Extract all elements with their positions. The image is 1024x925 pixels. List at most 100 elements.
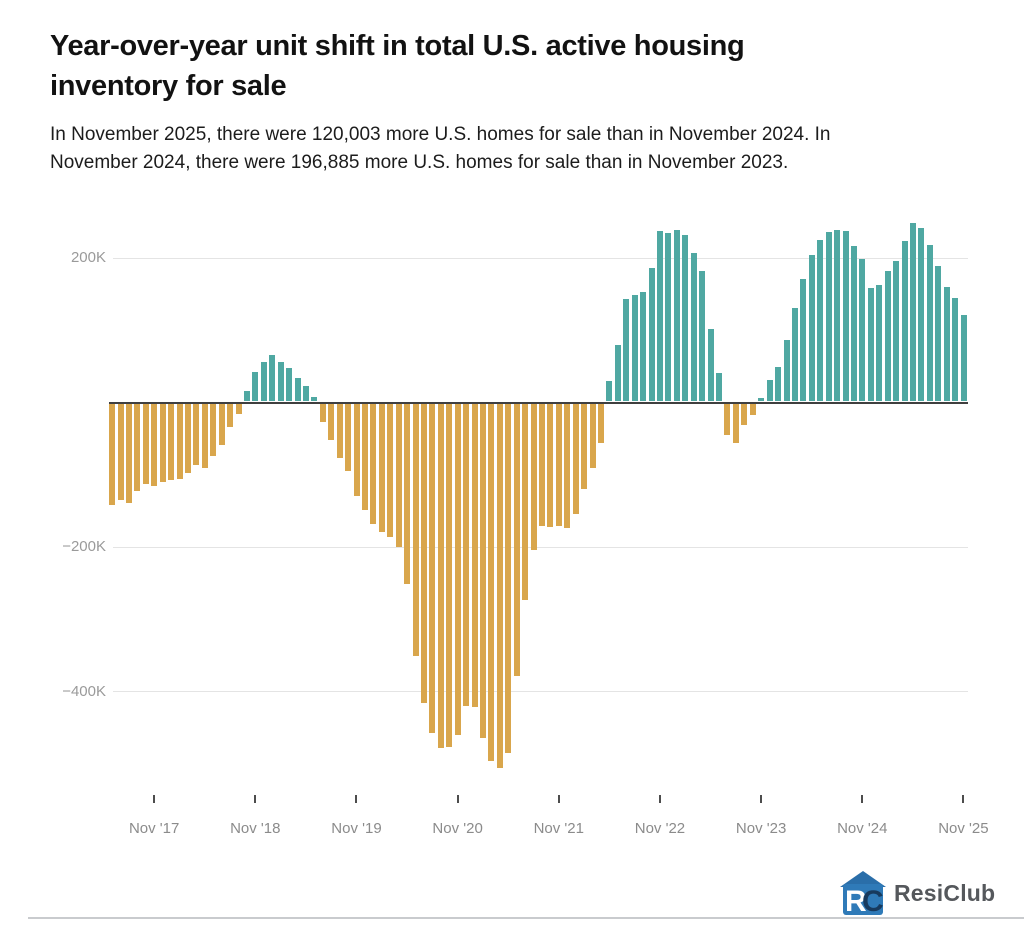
bar — [598, 403, 605, 444]
x-axis-tick — [557, 795, 560, 803]
x-axis-label: Nov '20 — [432, 820, 483, 837]
x-axis-label: Nov '18 — [230, 820, 281, 837]
resiclub-logo-icon: R C — [840, 870, 886, 918]
bar — [935, 266, 942, 402]
chart-subtitle: In November 2025, there were 120,003 mor… — [50, 121, 980, 177]
bar — [589, 403, 596, 468]
bar — [328, 403, 335, 440]
bar — [488, 403, 495, 762]
bar — [581, 403, 588, 490]
bar — [252, 371, 259, 402]
bar — [842, 230, 849, 402]
title-line-2: inventory for sale — [50, 70, 287, 102]
bar — [117, 403, 124, 500]
bar — [766, 379, 773, 402]
bar — [783, 340, 790, 402]
bar — [657, 230, 664, 402]
x-axis-label: Nov '19 — [331, 820, 382, 837]
x-axis-tick — [456, 795, 459, 803]
bar — [176, 403, 183, 479]
bar — [673, 230, 680, 402]
bar — [547, 403, 554, 528]
y-axis-label: −200K — [62, 538, 106, 555]
bar — [421, 403, 427, 704]
bar — [336, 403, 343, 458]
bar — [640, 292, 647, 402]
bar — [808, 254, 815, 402]
bar — [404, 403, 411, 585]
bar — [749, 403, 756, 416]
title-line-1: Year-over-year unit shift in total U.S. … — [50, 30, 745, 62]
bar — [758, 397, 765, 402]
bar — [893, 261, 900, 402]
bar — [960, 314, 967, 402]
x-axis-label: Nov '24 — [837, 820, 888, 837]
bar — [412, 403, 419, 656]
bar — [665, 233, 672, 402]
bar — [378, 403, 385, 533]
bar — [648, 267, 655, 402]
bar — [775, 366, 782, 402]
bar — [353, 403, 360, 496]
bar — [142, 403, 149, 485]
x-axis-tick — [254, 795, 257, 803]
brand-name: ResiClub — [894, 879, 996, 906]
bar — [909, 223, 916, 402]
bottom-divider — [28, 917, 1024, 919]
bar — [125, 403, 132, 504]
bar — [564, 403, 571, 529]
bar — [218, 403, 225, 445]
x-axis-label: Nov '21 — [533, 820, 584, 837]
bar — [539, 403, 546, 526]
bar — [210, 403, 217, 457]
x-axis-tick — [153, 795, 156, 803]
bar — [876, 285, 883, 402]
bar — [294, 377, 301, 402]
bar — [572, 403, 579, 515]
svg-text:R: R — [845, 885, 867, 916]
page-title: Year-over-year unit shift in total U.S. … — [50, 26, 950, 106]
bar — [631, 294, 638, 402]
bar — [614, 345, 621, 402]
bar — [817, 239, 824, 402]
x-axis-tick — [658, 795, 661, 803]
bar — [269, 354, 276, 402]
bar — [724, 403, 731, 435]
bar — [370, 403, 377, 525]
bar — [437, 403, 444, 749]
bar — [699, 271, 706, 402]
bar — [918, 228, 925, 402]
x-axis-tick — [861, 795, 864, 803]
bar — [345, 403, 352, 472]
y-gridline — [113, 546, 968, 548]
x-axis-label: Nov '22 — [634, 820, 686, 837]
bar — [682, 235, 689, 402]
bar — [859, 259, 866, 402]
bar — [311, 397, 318, 402]
bar — [800, 279, 807, 402]
bar — [530, 403, 537, 551]
x-axis-tick — [962, 795, 965, 803]
bar — [505, 403, 512, 754]
bar — [716, 373, 723, 402]
bar — [555, 403, 562, 526]
bar — [741, 403, 748, 426]
bar — [235, 403, 242, 414]
bar — [623, 298, 630, 402]
zero-baseline — [109, 401, 968, 404]
x-axis-label: Nov '25 — [938, 820, 989, 837]
bar — [943, 287, 950, 402]
bar — [454, 403, 461, 736]
bar — [193, 403, 200, 465]
bar — [834, 229, 841, 402]
bar — [260, 361, 267, 402]
bar — [286, 367, 293, 402]
subtitle-line-1: In November 2025, there were 120,003 mor… — [50, 124, 831, 145]
bar — [825, 231, 832, 402]
subtitle-line-2: November 2024, there were 196,885 more U… — [50, 152, 789, 173]
bar — [952, 298, 959, 402]
bar — [606, 380, 613, 402]
bar — [867, 288, 874, 402]
bar — [522, 403, 529, 601]
